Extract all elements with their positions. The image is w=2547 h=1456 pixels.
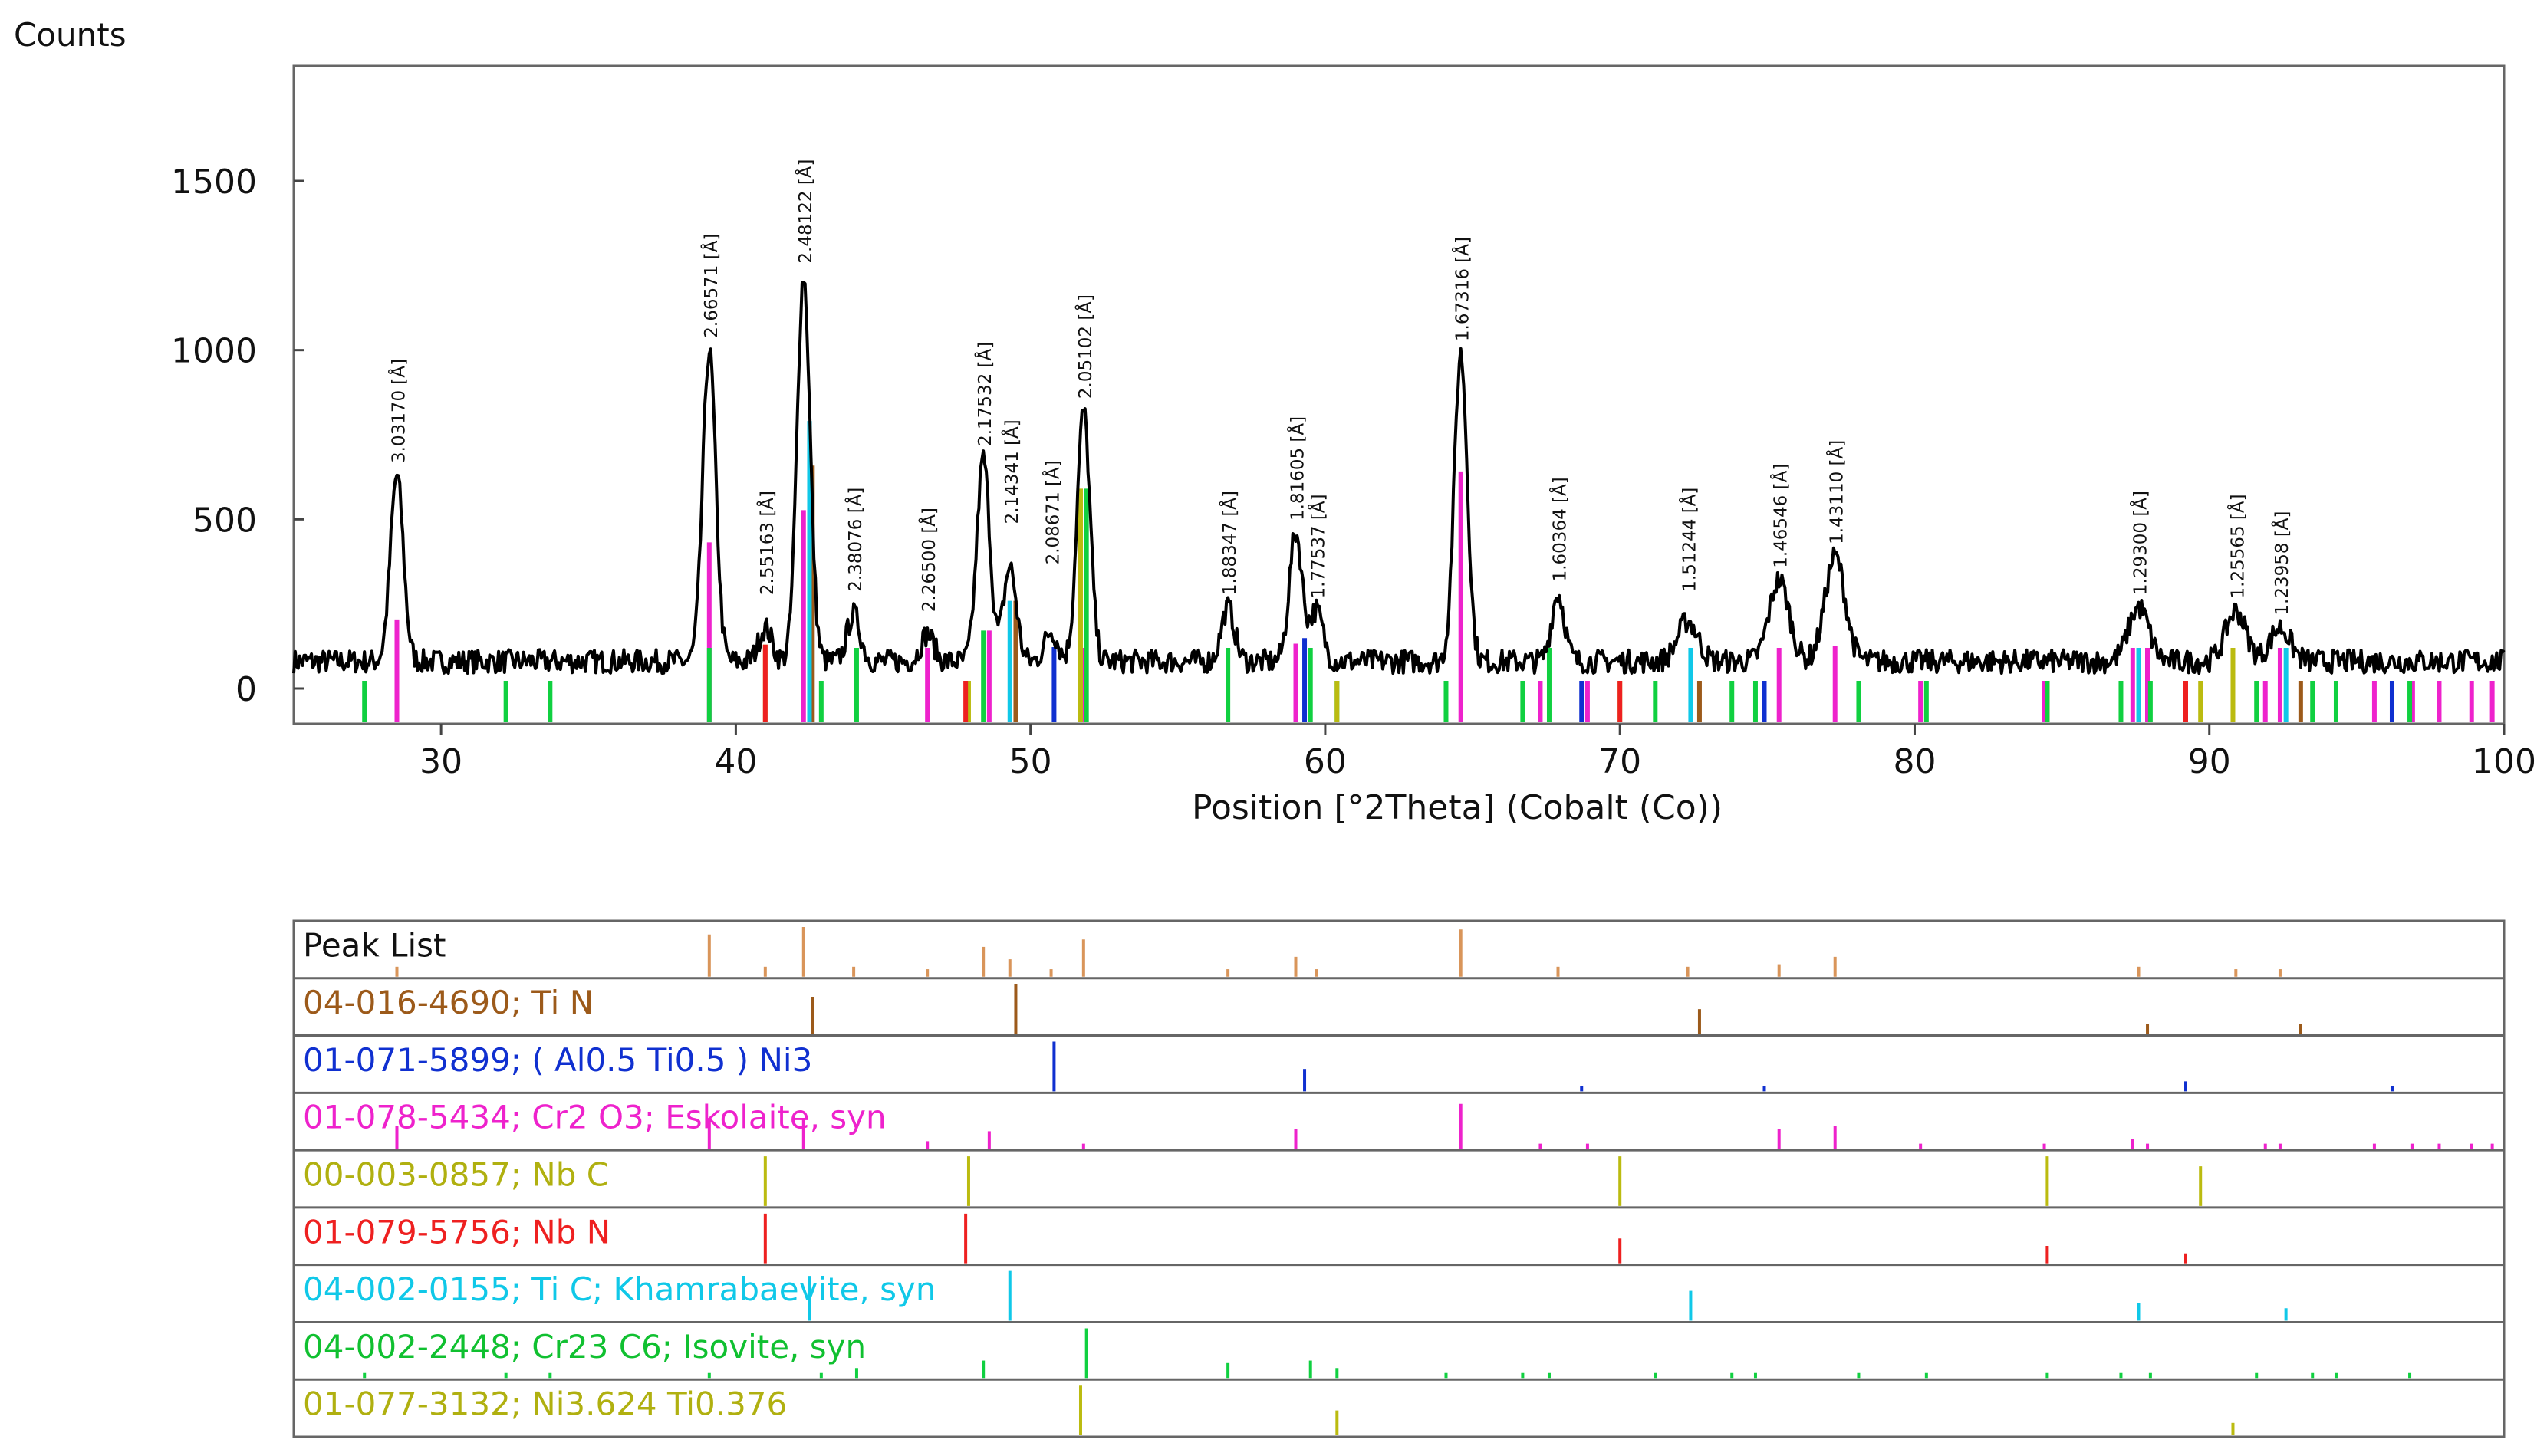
y-tick-label: 500 <box>193 501 257 540</box>
y-tick-label: 1000 <box>171 332 257 371</box>
peak-annotation: 2.17532 [Å] <box>974 342 995 446</box>
y-tick-label: 0 <box>235 670 257 709</box>
x-tick-label: 40 <box>714 742 757 781</box>
peak-annotation: 2.55163 [Å] <box>756 491 778 595</box>
peak-annotation: 1.46546 [Å] <box>1770 464 1792 568</box>
reference-row-label: 04-002-2448; Cr23 C6; Isovite, syn <box>303 1328 866 1366</box>
x-tick-label: 50 <box>1009 742 1052 781</box>
x-tick-label: 30 <box>420 742 462 781</box>
peak-annotation: 1.60364 [Å] <box>1549 477 1571 581</box>
x-axis-ticks: 30 40 50 60 70 80 90 100 <box>420 724 2536 781</box>
peak-annotation: 1.29300 [Å] <box>2130 491 2151 595</box>
peak-annotation: 1.25565 [Å] <box>2226 494 2248 598</box>
reference-row-label: Peak List <box>303 926 446 964</box>
x-tick-label: 80 <box>1893 742 1936 781</box>
reference-row-label: 04-002-0155; Ti C; Khamrabaevite, syn <box>303 1270 936 1308</box>
peak-annotation: 2.08671 [Å] <box>1042 460 1064 564</box>
y-axis-ticks: 0 500 1000 1500 <box>171 163 304 709</box>
x-tick-label: 90 <box>2188 742 2231 781</box>
reference-row: 01-079-5756; Nb N <box>303 1213 2187 1264</box>
peak-annotations: 3.03170 [Å] 2.66571 [Å] 2.55163 [Å] 2.48122… <box>388 159 2293 615</box>
x-axis-title: Position [°2Theta] (Cobalt (Co)) <box>1192 788 1723 827</box>
reference-row: 01-071-5899; ( Al0.5 Ti0.5 ) Ni3 <box>303 1041 2394 1092</box>
table-frame <box>292 919 2506 1438</box>
reference-row: 04-002-2448; Cr23 C6; Isovite, syn <box>303 1328 2412 1379</box>
peak-annotation: 2.38076 [Å] <box>844 488 866 592</box>
peak-annotation: 3.03170 [Å] <box>388 359 410 463</box>
reference-row: 00-003-0857; Nb C <box>303 1155 2203 1206</box>
reference-sticks-overlay <box>362 421 2495 722</box>
reference-row: 04-016-4690; Ti N <box>303 984 2302 1034</box>
x-tick-label: 100 <box>2472 742 2536 781</box>
diffractogram-plot: 0 500 1000 1500 30 40 50 60 70 80 90 100 3.03170 [… <box>171 64 2536 781</box>
reference-pattern-table: Peak List 04-016-4690; Ti N 01-071-5899; (… <box>292 919 2506 1438</box>
peak-annotation: 2.14341 [Å] <box>1001 419 1022 524</box>
reference-row-label: 04-016-4690; Ti N <box>303 984 594 1021</box>
peak-annotation: 1.23958 [Å] <box>2271 511 2292 615</box>
peak-annotation: 1.77537 [Å] <box>1307 494 1328 598</box>
peak-annotation: 2.26500 [Å] <box>918 508 939 612</box>
peak-annotation: 2.66571 [Å] <box>700 234 722 338</box>
reference-row: 01-078-5434; Cr2 O3; Eskolaite, syn <box>303 1099 2494 1149</box>
reference-row-label: 00-003-0857; Nb C <box>303 1155 609 1193</box>
x-tick-label: 60 <box>1304 742 1347 781</box>
reference-row-label: 01-079-5756; Nb N <box>303 1213 610 1251</box>
reference-row: 01-077-3132; Ni3.624 Ti0.376 <box>303 1385 2235 1435</box>
peak-annotation: 1.51244 [Å] <box>1679 488 1700 592</box>
reference-row-label: 01-077-3132; Ni3.624 Ti0.376 <box>303 1385 787 1423</box>
y-tick-label: 1500 <box>171 163 257 202</box>
x-tick-label: 70 <box>1598 742 1641 781</box>
plot-frame <box>292 64 2506 725</box>
reference-row: Peak List <box>303 926 2282 977</box>
peak-annotation: 1.67316 [Å] <box>1452 237 1473 341</box>
pattern-line <box>292 281 2506 675</box>
peak-annotation: 2.48122 [Å] <box>795 159 816 263</box>
y-axis-title: Counts <box>14 16 127 54</box>
peak-annotation: 1.88347 [Å] <box>1219 491 1240 595</box>
reference-row: 04-002-0155; Ti C; Khamrabaevite, syn <box>303 1270 2288 1321</box>
peak-annotation: 1.81605 [Å] <box>1287 416 1308 521</box>
reference-row-label: 01-071-5899; ( Al0.5 Ti0.5 ) Ni3 <box>303 1041 812 1079</box>
peak-annotation: 2.05102 [Å] <box>1074 294 1096 399</box>
reference-row-label: 01-078-5434; Cr2 O3; Eskolaite, syn <box>303 1099 887 1136</box>
peak-annotation: 1.43110 [Å] <box>1826 440 1848 544</box>
